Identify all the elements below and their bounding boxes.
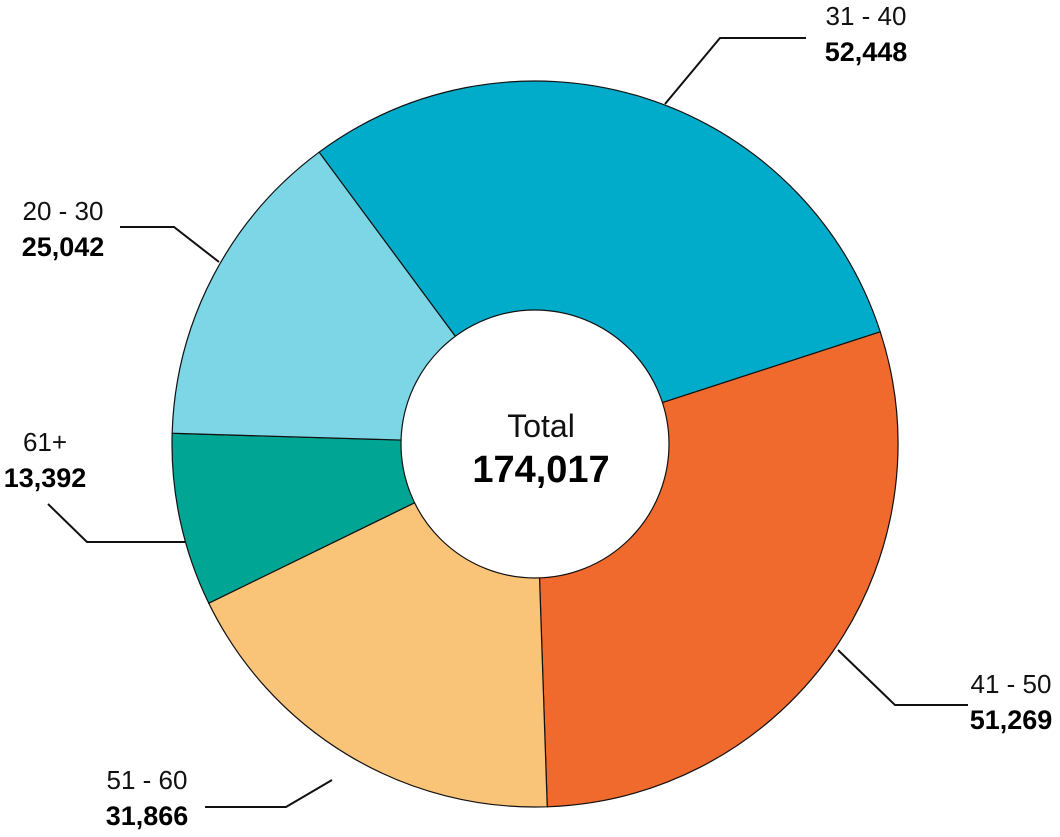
leader-line-31-40 <box>664 37 806 105</box>
slice-label-20-30: 20 - 30 <box>23 196 104 226</box>
slice-label-61plus: 61+ <box>23 427 67 457</box>
slice-value-20-30: 25,042 <box>22 232 105 262</box>
slice-value-41-50: 51,269 <box>970 705 1053 735</box>
slice-value-61plus: 13,392 <box>4 463 87 493</box>
slice-label-51-60: 51 - 60 <box>107 765 188 795</box>
slice-value-31-40: 52,448 <box>825 37 908 67</box>
donut-slice-31-40 <box>318 80 881 445</box>
leader-line-41-50 <box>837 649 968 706</box>
leader-line-61plus <box>47 503 186 543</box>
slice-label-41-50: 41 - 50 <box>971 669 1052 699</box>
donut-hole <box>400 309 670 579</box>
leader-line-51-60 <box>205 779 333 808</box>
slice-value-51-60: 31,866 <box>106 801 189 831</box>
center-total-value: 174,017 <box>472 449 609 491</box>
slice-label-31-40: 31 - 40 <box>826 1 907 31</box>
leader-line-20-30 <box>120 226 220 263</box>
center-label: Total <box>507 408 575 444</box>
